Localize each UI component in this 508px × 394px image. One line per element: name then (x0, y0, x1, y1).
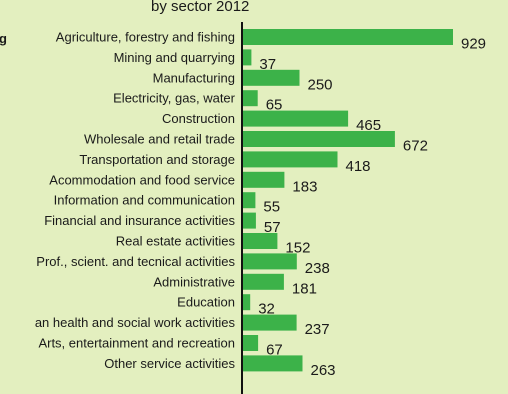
value-label: 238 (305, 260, 330, 277)
bar (243, 171, 285, 188)
bar (243, 355, 303, 372)
category-label: Prof., scient. and tecnical activities (36, 254, 235, 269)
category-label: an health and social work activities (35, 315, 236, 330)
category-label: Agriculture, forestry and fishing (56, 30, 235, 45)
bar (243, 212, 256, 229)
value-label: 57 (264, 219, 281, 236)
category-label: Construction (162, 111, 235, 126)
value-label: 67 (266, 342, 283, 359)
value-label: 250 (308, 76, 333, 93)
value-label: 418 (346, 158, 371, 175)
category-label: Arts, entertainment and recreation (38, 336, 235, 351)
bar (243, 314, 297, 331)
bar (243, 110, 349, 127)
category-label: Electricity, gas, water (113, 91, 236, 106)
value-label: 237 (305, 321, 330, 338)
category-label: Wholesale and retail trade (84, 132, 235, 147)
bar (243, 233, 278, 249)
value-label: 263 (311, 362, 336, 379)
category-label: Education (177, 295, 235, 310)
cutoff-label-fragment: g (0, 31, 7, 46)
category-label: Information and communication (54, 193, 235, 208)
value-label: 183 (292, 178, 317, 195)
bars-layer (243, 29, 453, 372)
bar (243, 294, 251, 311)
value-label: 65 (266, 97, 283, 114)
category-label: Financial and insurance activities (44, 213, 235, 228)
category-label: Manufacturing (153, 70, 235, 85)
value-label: 37 (259, 56, 276, 73)
bar (243, 90, 258, 107)
bar (243, 253, 297, 270)
bar (243, 192, 256, 209)
value-label: 465 (356, 117, 381, 134)
value-label: 672 (403, 138, 428, 155)
value-label: 152 (285, 240, 310, 257)
category-label: Real estate activities (116, 234, 236, 249)
category-label: Transportation and storage (79, 152, 235, 167)
bar (243, 335, 259, 351)
value-label: 55 (263, 199, 280, 216)
category-label: Other service activities (104, 356, 235, 371)
category-label: Acommodation and food service (49, 172, 235, 187)
value-label: 32 (258, 301, 275, 318)
bar (243, 131, 395, 147)
category-labels: Agriculture, forestry and fishing Mining … (35, 30, 236, 371)
bar (243, 69, 300, 86)
category-label: Administrative (153, 274, 235, 289)
category-label: Mining and quarrying (114, 50, 235, 65)
bar (243, 151, 338, 168)
bar (243, 273, 284, 290)
bar (243, 49, 252, 66)
bar (243, 29, 453, 45)
value-label: 181 (292, 280, 317, 297)
chart-title: by sector 2012 (151, 0, 249, 15)
value-label: 929 (461, 36, 486, 53)
